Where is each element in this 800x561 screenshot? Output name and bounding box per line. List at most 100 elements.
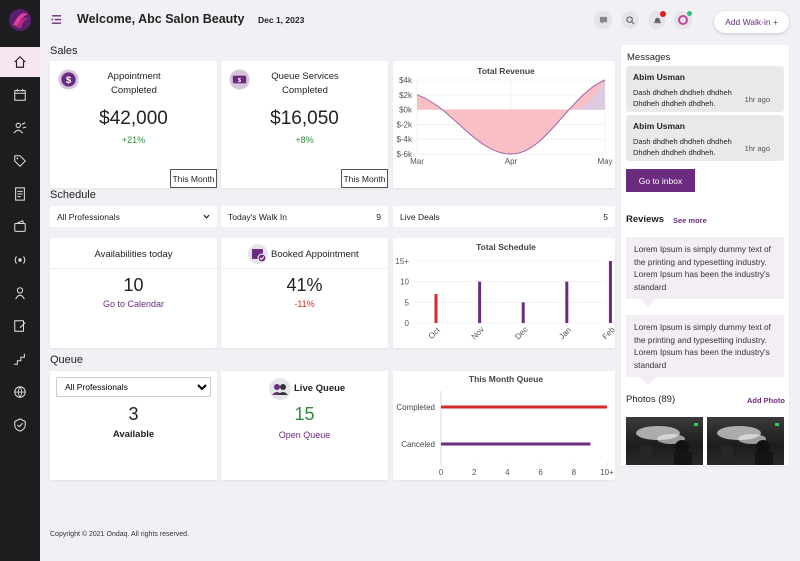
search-button[interactable] <box>621 11 639 29</box>
svg-text:$: $ <box>66 75 72 86</box>
chat-button[interactable] <box>594 11 612 29</box>
appointment-completed-title: Appointment Completed <box>107 71 161 96</box>
online-status-dot <box>687 11 692 16</box>
messages-title: Messages <box>627 52 671 63</box>
schedule-xtick-label: Oct <box>427 325 443 341</box>
sidebar-item-broadcast[interactable] <box>0 245 40 275</box>
sidebar-item-professionals[interactable] <box>0 113 40 143</box>
live-queue-card: Live Queue 15 Open Queue <box>221 371 388 480</box>
divider <box>50 268 217 269</box>
go-to-inbox-button[interactable]: Go to inbox <box>626 169 695 192</box>
live-queue-value: 15 <box>294 404 315 424</box>
sidebar-item-deals[interactable] <box>0 146 40 176</box>
revenue-ytick-label: $-2k <box>396 120 413 129</box>
appointment-change: +21% <box>121 135 146 145</box>
wallet-icon <box>14 220 26 232</box>
message-item[interactable]: Abim Usman Dash dhdheh dhdheh dhdheh Dhd… <box>626 66 784 112</box>
booked-appointment-value: 41% <box>286 275 323 295</box>
todays-walkin-bar: Today's Walk In 9 <box>221 206 388 227</box>
add-photo-link[interactable]: Add Photo <box>747 396 785 405</box>
dollar-coin-icon: $ <box>58 69 79 90</box>
sidebar-item-global[interactable] <box>0 377 40 407</box>
schedule-ytick-label: 5 <box>405 298 410 307</box>
sidebar-item-security[interactable] <box>0 410 40 440</box>
queue-category-label: Completed <box>396 403 435 412</box>
revenue-chart-card: Total Revenue $4k $2k $0k $-2k $-4k $-6k Mar A… <box>393 61 615 188</box>
booked-appointment-card: Booked Appointment 41% -11% <box>221 238 388 348</box>
schedule-bar <box>608 261 612 323</box>
add-walkin-button[interactable]: Add Walk-in + <box>714 11 789 33</box>
photos-title: Photos (89) <box>626 394 676 405</box>
queue-xtick-label: 6 <box>538 468 543 477</box>
schedule-professional-select[interactable]: All Professionals <box>50 206 217 227</box>
appointment-completed-card: $ Appointment Completed $42,000 +21% Thi… <box>50 61 217 188</box>
sidebar-item-analytics[interactable] <box>0 344 40 374</box>
go-to-calendar-link[interactable]: Go to Calendar <box>102 299 165 309</box>
availabilities-card: Availabilities today 10 Go to Calendar <box>50 238 217 348</box>
queue-xtick-label: 4 <box>505 468 510 477</box>
notifications-button[interactable] <box>648 11 666 29</box>
todays-walkin-value: 9 <box>376 211 381 222</box>
queue-chart: This Month Queue Completed Canceled 0 2 4 6 8… <box>396 374 614 477</box>
schedule-chart: Total Schedule 15+ 10 5 0 Oct Nov Dec Jan Feb <box>395 242 617 342</box>
message-body: Dash dhdheh dhdheh dhdheh Dhdheh dhdheh … <box>633 137 732 157</box>
schedule-xtick-label: Feb <box>601 325 615 342</box>
chat-icon <box>599 16 607 24</box>
schedule-ytick-label: 0 <box>405 319 410 328</box>
stairs-chart-icon <box>13 353 25 365</box>
schedule-bar <box>565 281 569 323</box>
queue-chart-title: This Month Queue <box>469 374 543 384</box>
revenue-xtick-label: May <box>597 157 612 166</box>
profile-button[interactable] <box>674 11 692 29</box>
queue-services-card: $ Queue Services Completed $16,050 +8% T… <box>221 61 388 188</box>
document-icon <box>15 187 25 201</box>
globe-icon <box>14 386 26 399</box>
sidebar-item-services[interactable] <box>0 179 40 209</box>
revenue-chart: Total Revenue $4k $2k $0k $-2k $-4k $-6k Mar A… <box>396 66 612 166</box>
queue-xtick-label: 0 <box>439 468 444 477</box>
revenue-negative-area <box>417 80 605 154</box>
revenue-positive-area <box>577 80 605 110</box>
schedule-ytick-label: 15+ <box>395 257 409 266</box>
message-sender: Abim Usman <box>633 121 685 131</box>
search-icon <box>625 15 635 25</box>
queue-xtick-label: 8 <box>572 468 577 477</box>
page-title: Welcome, Abc Salon Beauty <box>77 12 245 26</box>
see-more-link[interactable]: See more <box>673 216 707 225</box>
sidebar-item-bookings[interactable] <box>0 80 40 110</box>
revenue-ytick-label: $-4k <box>396 135 413 144</box>
sidebar-item-clients[interactable] <box>0 278 40 308</box>
reviews-title: Reviews <box>626 214 665 225</box>
schedule-xtick-label: Dec <box>513 325 529 341</box>
review-item: Lorem Ipsum is simply dummy text of the … <box>626 237 784 307</box>
appointment-period-button[interactable]: This Month <box>170 169 217 188</box>
schedule-chart-title: Total Schedule <box>476 242 536 252</box>
sidebar-item-payments[interactable] <box>0 212 40 242</box>
revenue-line <box>416 79 606 155</box>
gallery-photo[interactable] <box>707 417 784 465</box>
schedule-bar <box>434 294 438 323</box>
open-queue-link[interactable]: Open Queue <box>278 430 331 440</box>
revenue-ytick-label: $4k <box>399 76 413 85</box>
queue-services-period-button[interactable]: This Month <box>341 169 388 188</box>
appointment-amount: $42,000 <box>99 108 168 129</box>
sidebar-item-reports[interactable] <box>0 311 40 341</box>
gallery-photo[interactable] <box>626 417 703 465</box>
edit-document-icon <box>14 320 26 332</box>
revenue-xtick-label: Apr <box>505 157 518 166</box>
queue-services-amount: $16,050 <box>270 108 339 129</box>
footer-copyright: Copyright © 2021 Ondaq. All rights reser… <box>50 531 190 538</box>
brand-logo-icon <box>9 9 31 31</box>
menu-toggle-icon[interactable] <box>51 14 62 25</box>
queue-professional-select[interactable]: All Professionals <box>56 377 211 397</box>
broadcast-icon <box>14 256 26 264</box>
sidebar-item-home[interactable] <box>0 47 40 77</box>
booked-appointment-change: -11% <box>294 299 315 309</box>
revenue-ytick-label: $-6k <box>396 150 413 159</box>
message-item[interactable]: Abim Usman Dash dhdheh dhdheh dhdheh Dhd… <box>626 115 784 161</box>
revenue-xtick-label: Mar <box>410 157 424 166</box>
queue-chart-card: This Month Queue Completed Canceled 0 2 4 6 8… <box>393 371 615 480</box>
sales-section-title: Sales <box>50 45 78 57</box>
tag-icon <box>14 155 26 167</box>
home-icon <box>14 55 26 68</box>
